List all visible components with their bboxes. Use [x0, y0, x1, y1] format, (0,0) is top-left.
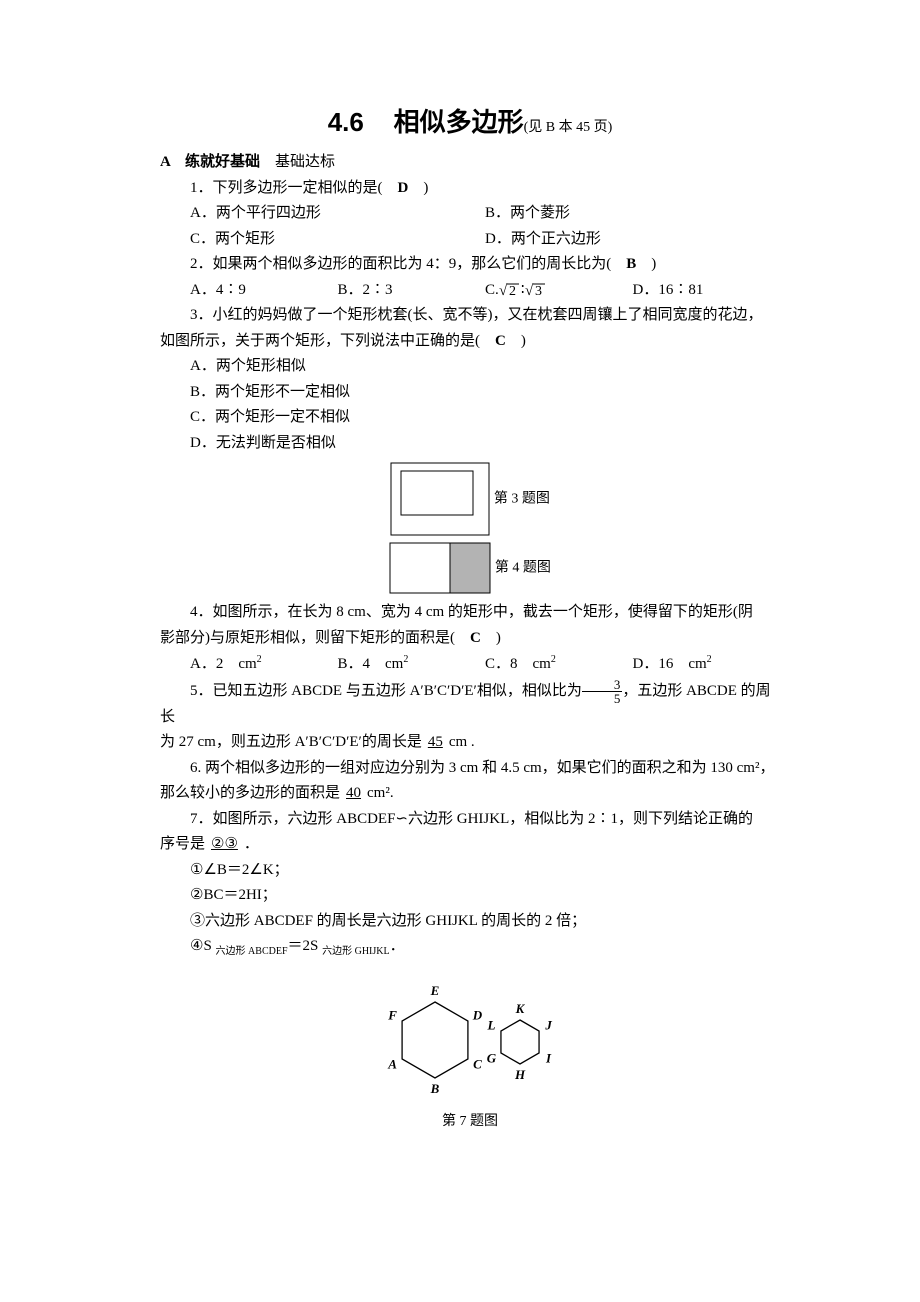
- svg-text:D: D: [472, 1008, 483, 1023]
- q7-opt1: ①∠B＝2∠K；: [160, 858, 780, 884]
- q7-opt4: ④S 六边形 ABCDEF＝2S 六边形 GHIJKL．: [160, 934, 780, 960]
- section-a-heading: A 练就好基础 基础达标: [160, 150, 780, 176]
- svg-text:C: C: [473, 1057, 482, 1072]
- title-number: 4.6: [328, 107, 364, 137]
- q6-answer: 40: [340, 785, 367, 801]
- sqrt2-icon: √2: [499, 281, 521, 299]
- q2-optB: B．2∶3: [338, 278, 486, 304]
- q4-optA: A．2 cm2: [190, 651, 338, 678]
- q7-stem-line1: 7．如图所示，六边形 ABCDEF∽六边形 GHIJKL，相似比为 2∶1，则下…: [160, 807, 780, 833]
- q7-stem-line2: 序号是②③．: [160, 832, 780, 858]
- q5-answer: 45: [422, 734, 449, 750]
- q7-opt2: ②BC＝2HI；: [160, 883, 780, 909]
- svg-text:2: 2: [509, 284, 516, 299]
- svg-text:3: 3: [535, 284, 542, 299]
- q1-stem: 1．下列多边形一定相似的是( D ): [160, 176, 780, 202]
- q7-figure-svg: E D C B A F K J I H G L: [375, 980, 565, 1110]
- q4-caption: 第 4 题图: [495, 561, 551, 576]
- q4-optD: D．16 cm2: [633, 651, 781, 678]
- q3-optA: A．两个矩形相似: [160, 354, 780, 380]
- svg-text:E: E: [430, 983, 440, 998]
- q3-stem-line2: 如图所示，关于两个矩形，下列说法中正确的是( C ): [160, 329, 780, 355]
- svg-text:K: K: [515, 1001, 526, 1016]
- svg-text:B: B: [430, 1081, 440, 1096]
- q1-optD: D．两个正六边形: [485, 227, 780, 253]
- section-a-label: A 练就好基础: [160, 154, 260, 170]
- q6-line1: 6. 两个相似多边形的一组对应边分别为 3 cm 和 4.5 cm，如果它们的面…: [160, 756, 780, 782]
- svg-text:H: H: [514, 1067, 526, 1082]
- svg-text:G: G: [487, 1051, 497, 1066]
- svg-text:I: I: [545, 1051, 552, 1066]
- q2-answer: B: [626, 256, 636, 272]
- q4-figure-svg: [389, 542, 491, 594]
- page-title: 4.6 相似多边形(见 B 本 45 页): [160, 100, 780, 144]
- q4-optC: C．8 cm2: [485, 651, 633, 678]
- q2-stem: 2．如果两个相似多边形的面积比为 4：9，那么它们的周长比为( B ): [160, 252, 780, 278]
- section-a-sub: 基础达标: [275, 154, 335, 170]
- q2-options: A．4∶9 B．2∶3 C.√2∶√3 D．16∶81: [160, 278, 780, 304]
- q7-figure: E D C B A F K J I H G L 第 7 题图: [160, 980, 780, 1134]
- q3-stem-line1: 3．小红的妈妈做了一个矩形枕套(长、宽不等)，又在枕套四周镶上了相同宽度的花边，: [160, 303, 780, 329]
- q4-answer: C: [470, 630, 481, 646]
- svg-text:J: J: [544, 1018, 552, 1033]
- q1-optA: A．两个平行四边形: [190, 201, 485, 227]
- q5-line1: 5．已知五边形 ABCDE 与五边形 A′B′C′D′E′相似，相似比为35，五…: [160, 678, 780, 731]
- q5-fraction: 35: [582, 678, 623, 705]
- q4-stem-line2: 影部分)与原矩形相似，则留下矩形的面积是( C ): [160, 626, 780, 652]
- svg-text:√: √: [525, 283, 534, 299]
- q1-optC: C．两个矩形: [190, 227, 485, 253]
- q1-answer: D: [398, 180, 409, 196]
- q2-optD: D．16∶81: [633, 278, 781, 304]
- svg-text:L: L: [486, 1018, 495, 1033]
- q6-line2: 那么较小的多边形的面积是40cm².: [160, 781, 780, 807]
- q2-optC: C.√2∶√3: [485, 278, 633, 304]
- q4-options: A．2 cm2 B．4 cm2 C．8 cm2 D．16 cm2: [160, 651, 780, 678]
- q1-row2: C．两个矩形 D．两个正六边形: [160, 227, 780, 253]
- q3-optD: D．无法判断是否相似: [160, 431, 780, 457]
- q3-figure: 第 3 题图: [160, 462, 780, 536]
- q3-optB: B．两个矩形不一定相似: [160, 380, 780, 406]
- q7-caption: 第 7 题图: [160, 1110, 780, 1134]
- q3-answer: C: [495, 333, 506, 349]
- q1-optB: B．两个菱形: [485, 201, 780, 227]
- svg-text:F: F: [387, 1008, 397, 1023]
- q2-optA: A．4∶9: [190, 278, 338, 304]
- q4-optB: B．4 cm2: [338, 651, 486, 678]
- q4-stem-line1: 4．如图所示，在长为 8 cm、宽为 4 cm 的矩形中，截去一个矩形，使得留下…: [160, 600, 780, 626]
- q5-line2: 为 27 cm，则五边形 A′B′C′D′E′的周长是45cm .: [160, 730, 780, 756]
- q7-opt3: ③六边形 ABCDEF 的周长是六边形 GHIJKL 的周长的 2 倍；: [160, 909, 780, 935]
- svg-text:A: A: [387, 1057, 397, 1072]
- q3-caption: 第 3 题图: [494, 492, 550, 507]
- title-note: (见 B 本 45 页): [524, 120, 613, 135]
- q4-figure: 第 4 题图: [160, 542, 780, 594]
- sqrt3-icon: √3: [525, 281, 547, 299]
- q3-optC: C．两个矩形一定不相似: [160, 405, 780, 431]
- q1-row1: A．两个平行四边形 B．两个菱形: [160, 201, 780, 227]
- q3-figure-svg: [390, 462, 490, 536]
- title-text: 相似多边形: [368, 107, 524, 137]
- q7-answer: ②③: [205, 836, 244, 852]
- svg-text:√: √: [499, 283, 508, 299]
